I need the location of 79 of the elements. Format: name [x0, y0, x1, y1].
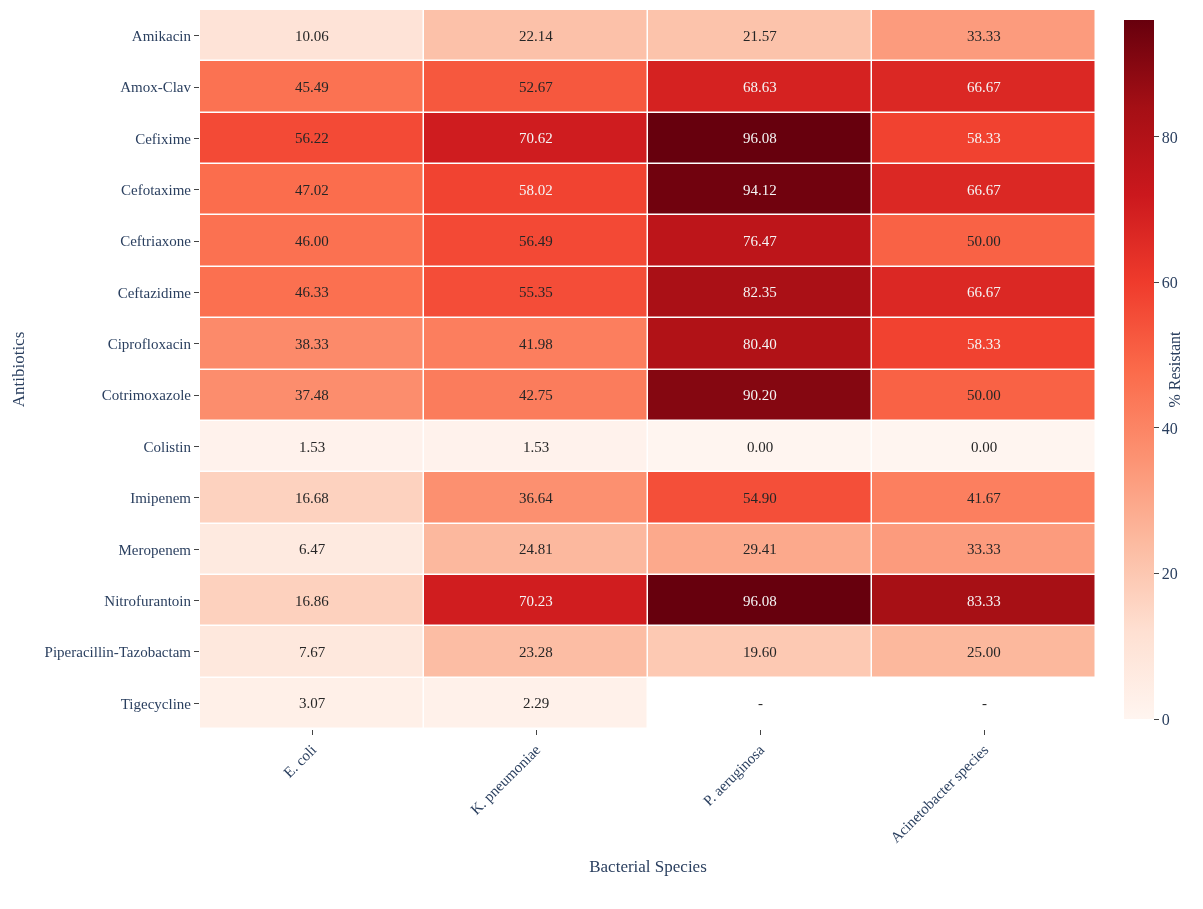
- data-label: 96.08: [743, 593, 777, 609]
- data-label: 66.67: [967, 284, 1002, 300]
- y-tick-label: Piperacillin-Tazobactam: [44, 644, 192, 661]
- x-tick-label: E. coli: [280, 741, 320, 781]
- text: -: [758, 695, 763, 711]
- data-label: 50.00: [967, 387, 1001, 403]
- data-label: 70.23: [519, 593, 553, 609]
- data-label: 33.33: [967, 541, 1001, 557]
- color-bar-title: % Resistant: [1165, 330, 1183, 408]
- data-label: 94.12: [743, 182, 777, 198]
- y-tick-label: Amikacin: [131, 27, 192, 44]
- data-label: 23.28: [519, 644, 553, 660]
- color-bar-label: 0: [1161, 710, 1170, 728]
- data-label: 76.47: [743, 233, 778, 249]
- y-tick-label: Cefixime: [135, 130, 192, 147]
- y-tick-label: Ciprofloxacin: [107, 336, 192, 353]
- color-bar-label: 40: [1161, 419, 1178, 437]
- data-label: 36.64: [519, 490, 554, 506]
- y-tick-label: Ceftazidime: [117, 284, 192, 301]
- data-label: 2.29: [523, 695, 550, 711]
- data-label: 19.60: [743, 644, 777, 660]
- color-bar-label: 60: [1161, 274, 1178, 292]
- y-tick-label: Nitrofurantoin: [104, 592, 192, 609]
- data-label: 0.00: [971, 439, 998, 455]
- data-label: 96.08: [743, 130, 777, 146]
- y-tick-label: Amox-Clav: [120, 79, 192, 96]
- y-tick-label: Cotrimoxazole: [101, 387, 192, 404]
- data-label: 41.98: [519, 336, 553, 352]
- data-label: 1.53: [523, 439, 550, 455]
- data-label: 7.67: [299, 644, 326, 660]
- data-label: 25.00: [967, 644, 1001, 660]
- data-label: 56.49: [519, 233, 553, 249]
- data-label: 47.02: [295, 182, 329, 198]
- data-label: 50.00: [967, 233, 1001, 249]
- data-label: 33.33: [967, 28, 1001, 44]
- data-label: 37.48: [295, 387, 329, 403]
- y-tick-label: Colistin: [143, 438, 192, 455]
- x-axis-title: Bacterial Species: [589, 857, 707, 877]
- y-axis-title: Antibiotics: [9, 331, 29, 408]
- data-label: 3.07: [299, 695, 326, 711]
- data-label: 1.53: [299, 439, 326, 455]
- data-label: 58.33: [967, 130, 1001, 146]
- color-bar-label: 20: [1161, 565, 1178, 583]
- data-label: 66.67: [967, 79, 1002, 95]
- data-label: 46.00: [295, 233, 329, 249]
- text: -: [982, 695, 987, 711]
- data-label: 38.33: [295, 336, 329, 352]
- data-label: 16.86: [295, 593, 330, 609]
- data-label: 58.33: [967, 336, 1001, 352]
- data-label: 56.22: [295, 130, 329, 146]
- data-label: 45.49: [295, 79, 329, 95]
- data-label: 66.67: [967, 182, 1002, 198]
- data-label: 70.62: [519, 130, 553, 146]
- data-label: 90.20: [743, 387, 777, 403]
- data-label: 52.67: [519, 79, 554, 95]
- data-label: 55.35: [519, 284, 553, 300]
- data-label: 6.47: [299, 541, 326, 557]
- y-tick-label: Meropenem: [118, 541, 192, 558]
- data-label: 80.40: [743, 336, 777, 352]
- data-label: 41.67: [967, 490, 1002, 506]
- y-tick-label: Imipenem: [130, 490, 192, 507]
- data-label: 68.63: [743, 79, 777, 95]
- data-label: 58.02: [519, 182, 553, 198]
- data-label: 54.90: [743, 490, 777, 506]
- color-bar-label: 80: [1161, 128, 1178, 146]
- data-label: 22.14: [519, 28, 554, 44]
- data-label: 82.35: [743, 284, 777, 300]
- y-tick-label: Cefotaxime: [121, 182, 192, 198]
- data-label: 24.81: [519, 541, 553, 557]
- y-tick-label: Tigecycline: [120, 695, 192, 712]
- data-label: 83.33: [967, 593, 1001, 609]
- data-label: 21.57: [743, 28, 778, 44]
- data-label: 16.68: [295, 490, 329, 506]
- data-label: 42.75: [519, 387, 553, 403]
- data-label: 0.00: [747, 439, 774, 455]
- data-label: 10.06: [295, 28, 330, 44]
- data-label: 29.41: [743, 541, 777, 557]
- y-tick-label: Ceftriaxone: [120, 233, 192, 250]
- data-label: 46.33: [295, 284, 329, 300]
